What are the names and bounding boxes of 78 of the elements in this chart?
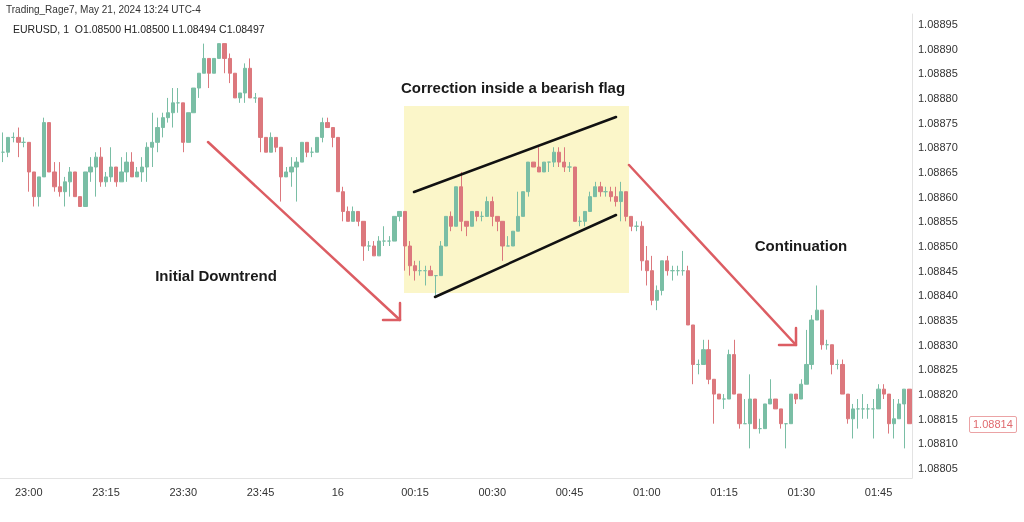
- candlestick: [305, 141, 309, 158]
- x-tick-label: 23:45: [246, 485, 275, 498]
- x-tick-label: 00:30: [478, 485, 507, 498]
- candlestick: [176, 87, 180, 114]
- candlestick: [665, 255, 669, 277]
- candlestick: [16, 127, 21, 158]
- candlestick: [449, 210, 453, 232]
- text: 1.08814: [969, 415, 1017, 433]
- candlestick: [99, 146, 103, 188]
- candlestick: [851, 403, 855, 440]
- candlestick: [670, 265, 675, 282]
- x-tick-label: 01:30: [787, 485, 816, 498]
- annotation: Trading_Rage7, May 21, 2024 13:24 UTC-4: [6, 3, 202, 15]
- y-tick-label: 1.08875: [918, 116, 958, 129]
- y-tick-label: 1.08840: [918, 289, 958, 302]
- candlestick: [382, 225, 386, 247]
- candlestick: [598, 181, 603, 198]
- annotation: Correction inside a bearish flag: [400, 78, 626, 96]
- y-tick-label: 1.08870: [918, 141, 958, 154]
- y-tick-label: 1.08855: [918, 215, 958, 228]
- y-tick-label: 1.08810: [918, 437, 958, 450]
- candlestick: [748, 373, 752, 449]
- candlestick: [861, 393, 865, 420]
- candlestick: [619, 181, 623, 222]
- candlestick: [794, 393, 798, 405]
- candlestick: [454, 186, 458, 227]
- candlestick: [820, 309, 824, 351]
- y-tick-label: 1.08830: [918, 338, 958, 351]
- candlestick: [485, 196, 489, 217]
- annotation: Initial Downtrend: [155, 266, 277, 284]
- candlestick: [542, 161, 546, 173]
- y-tick-label: 1.08865: [918, 165, 958, 178]
- x-tick-label: 01:15: [710, 485, 738, 498]
- y-tick-label: 1.08885: [918, 67, 958, 80]
- candlestick: [475, 210, 479, 222]
- candlestick: [377, 235, 381, 257]
- candlestick: [856, 398, 860, 430]
- candlestick: [181, 102, 185, 153]
- candlestick: [830, 344, 834, 375]
- x-tick-label: 00:15: [401, 485, 429, 498]
- annotation: EURUSD, 1 O1.08500 H1.08500 L1.08494 C1.08497: [13, 23, 265, 35]
- x-tick-label: 16: [331, 485, 344, 498]
- candlestick: [552, 146, 556, 168]
- y-tick-label: 1.08890: [918, 42, 958, 55]
- y-tick-label: 1.08880: [918, 91, 958, 104]
- candlestick: [207, 57, 211, 89]
- x-tick-label: 00:45: [555, 485, 584, 498]
- candlestick: [248, 57, 252, 99]
- candlestick: [573, 166, 577, 222]
- candlestick: [428, 265, 433, 277]
- candlestick: [418, 260, 422, 277]
- candlestick: [907, 388, 912, 425]
- y-tick-label: 1.08845: [918, 264, 958, 277]
- y-tick-label: 1.08815: [918, 412, 958, 425]
- candlestick: [269, 131, 273, 153]
- annotation: Continuation: [754, 236, 848, 254]
- y-tick-label: 1.08860: [918, 190, 958, 203]
- y-tick-label: 1.08850: [918, 240, 958, 252]
- candlestick: [114, 166, 118, 188]
- candlestick: [423, 265, 427, 286]
- y-tick-label: 1.08835: [918, 314, 958, 327]
- candlestick: [130, 151, 134, 178]
- candlestick: [681, 250, 685, 277]
- candlestick: [753, 398, 757, 430]
- y-tick-label: 1.08895: [918, 17, 958, 30]
- candlestick: [351, 206, 355, 222]
- candlestick: [866, 403, 870, 420]
- candlestick: [6, 136, 10, 158]
- x-tick-label: 23:00: [14, 485, 43, 498]
- x-tick-label: 01:00: [633, 485, 661, 498]
- y-tick-label: 1.08805: [918, 462, 958, 475]
- candlestick: [372, 240, 376, 257]
- x-tick-label: 23:15: [92, 485, 120, 498]
- y-tick-label: 1.08825: [918, 363, 958, 376]
- x-tick-label: 01:45: [864, 485, 893, 498]
- x-tick-label: 23:30: [169, 485, 198, 498]
- y-tick-label: 1.08820: [918, 388, 958, 401]
- candlestick: [470, 210, 474, 227]
